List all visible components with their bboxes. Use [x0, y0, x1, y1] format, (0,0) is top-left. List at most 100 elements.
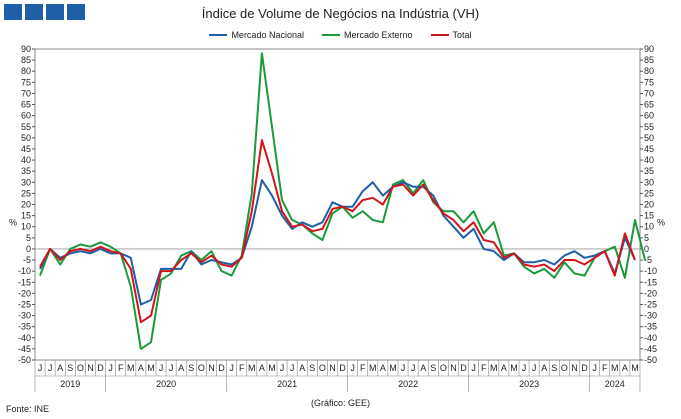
y-tick-label-left: 30	[21, 177, 31, 187]
y-tick-label-left: -15	[18, 277, 31, 287]
x-month-label: D	[581, 363, 588, 373]
y-tick-label-left: -20	[18, 288, 31, 298]
x-month-label: M	[127, 363, 135, 373]
x-month-label: F	[360, 363, 366, 373]
y-tick-label-left: 80	[21, 66, 31, 76]
x-year-label: 2024	[605, 379, 625, 389]
x-year-label: 2020	[156, 379, 176, 389]
y-tick-label-left: -10	[18, 266, 31, 276]
x-month-label: S	[551, 363, 557, 373]
y-tick-label-left: 5	[26, 233, 31, 243]
x-month-label: D	[218, 363, 225, 373]
legend-label-total: Total	[452, 30, 472, 40]
series-line-mercado-nacional	[39, 179, 636, 306]
y-tick-label-left: -50	[18, 355, 31, 365]
y-tick-label-right: 55	[644, 122, 654, 132]
brand-logo	[4, 4, 85, 20]
legend-swatch-externo	[321, 34, 340, 36]
y-tick-label-right: 5	[644, 233, 649, 243]
y-tick-label-right: -25	[644, 299, 657, 309]
y-tick-label-left: 85	[21, 55, 31, 65]
y-tick-label-left: 25	[21, 188, 31, 198]
legend-swatch-nacional	[209, 34, 228, 36]
y-tick-label-left: 60	[21, 111, 31, 121]
y-tick-label-left: 0	[26, 244, 31, 254]
y-tick-label-right: 65	[644, 100, 654, 110]
series-line-mercado-externo	[39, 52, 646, 350]
x-year-label: 2021	[277, 379, 297, 389]
y-tick-label-left: 50	[21, 133, 31, 143]
x-month-label: M	[248, 363, 256, 373]
legend-item-externo: Mercado Externo	[321, 30, 413, 40]
y-tick-label-right: -5	[644, 255, 652, 265]
logo-block-3	[46, 4, 64, 20]
x-month-label: J	[108, 363, 113, 373]
y-tick-label-left: 75	[21, 77, 31, 87]
y-tick-label-right: -35	[644, 322, 657, 332]
y-tick-label-right: 15	[644, 211, 654, 221]
y-tick-label-left: 70	[21, 88, 31, 98]
y-tick-label-left: 40	[21, 155, 31, 165]
y-tick-label-right: 30	[644, 177, 654, 187]
y-tick-label-right: 0	[644, 244, 649, 254]
x-month-label: F	[118, 363, 124, 373]
y-tick-label-right: 20	[644, 200, 654, 210]
chart-source: Fonte: INE	[6, 404, 50, 414]
x-month-label: O	[198, 363, 205, 373]
x-month-label: S	[67, 363, 73, 373]
legend-label-nacional: Mercado Nacional	[231, 30, 304, 40]
y-axis-label-left: %	[9, 217, 17, 227]
legend-swatch-total	[430, 34, 449, 36]
x-month-label: A	[138, 363, 144, 373]
series-line-total	[39, 139, 636, 324]
x-month-label: F	[481, 363, 487, 373]
y-tick-label-left: 35	[21, 166, 31, 176]
x-month-label: D	[97, 363, 104, 373]
y-tick-label-right: 90	[644, 44, 654, 54]
x-month-label: M	[631, 363, 639, 373]
x-month-label: A	[178, 363, 184, 373]
y-tick-label-left: 45	[21, 144, 31, 154]
y-tick-label-left: 90	[21, 44, 31, 54]
y-tick-label-right: -40	[644, 333, 657, 343]
legend-item-nacional: Mercado Nacional	[209, 30, 304, 40]
x-year-label: 2023	[519, 379, 539, 389]
x-month-label: J	[169, 363, 174, 373]
y-tick-label-right: 40	[644, 155, 654, 165]
y-axis-label-right: %	[657, 217, 665, 227]
x-month-label: N	[329, 363, 336, 373]
x-month-label: M	[147, 363, 155, 373]
x-month-label: S	[188, 363, 194, 373]
x-month-label: J	[532, 363, 537, 373]
x-month-label: O	[561, 363, 568, 373]
x-month-label: M	[268, 363, 276, 373]
x-month-label: J	[411, 363, 416, 373]
x-month-label: J	[229, 363, 234, 373]
y-tick-label-left: -25	[18, 299, 31, 309]
x-month-label: A	[420, 363, 426, 373]
y-tick-label-right: 75	[644, 77, 654, 87]
x-month-label: J	[471, 363, 476, 373]
x-month-label: D	[460, 363, 467, 373]
x-month-label: N	[571, 363, 578, 373]
x-month-label: N	[208, 363, 215, 373]
x-month-label: O	[77, 363, 84, 373]
x-month-label: A	[622, 363, 628, 373]
x-year-label: 2019	[60, 379, 80, 389]
y-tick-label-right: -20	[644, 288, 657, 298]
y-tick-label-left: -5	[23, 255, 31, 265]
x-month-label: F	[602, 363, 608, 373]
y-tick-label-right: 35	[644, 166, 654, 176]
x-month-label: J	[592, 363, 597, 373]
logo-block-4	[67, 4, 85, 20]
x-month-label: N	[450, 363, 457, 373]
x-month-label: J	[38, 363, 43, 373]
x-month-label: M	[510, 363, 518, 373]
chart-title: Índice de Volume de Negócios na Indústri…	[201, 6, 480, 21]
x-month-label: A	[259, 363, 265, 373]
y-tick-label-right: -10	[644, 266, 657, 276]
y-tick-label-right: 70	[644, 88, 654, 98]
y-tick-label-left: 15	[21, 211, 31, 221]
x-month-label: D	[339, 363, 346, 373]
y-tick-label-left: -35	[18, 322, 31, 332]
